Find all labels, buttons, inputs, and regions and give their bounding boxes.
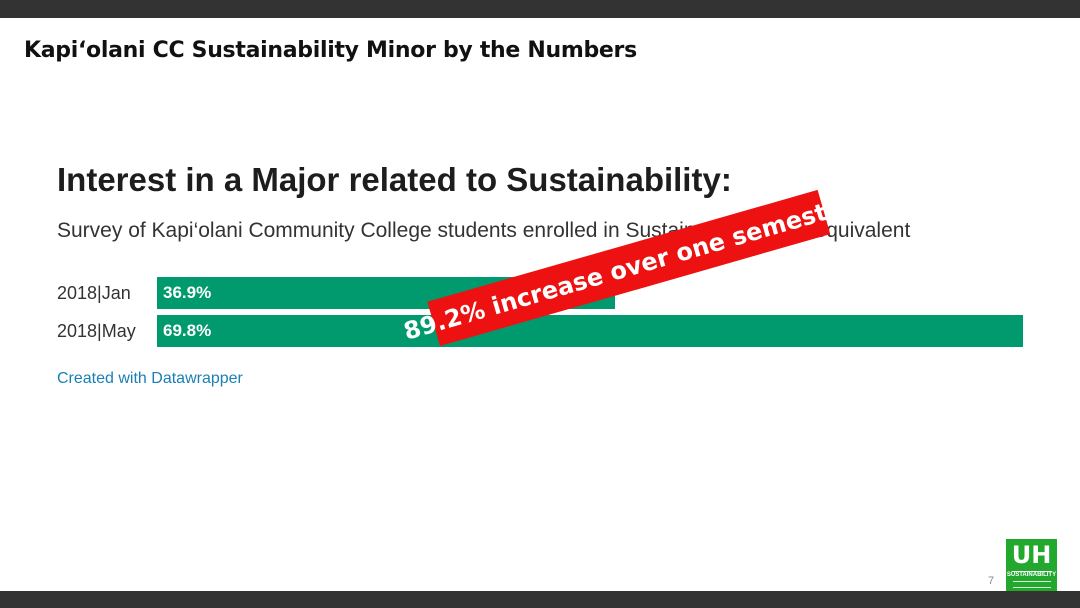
slide-title: Kapi‘olani CC Sustainability Minor by th… [24,38,637,63]
uh-sustainability-logo: UH SUSTAINABILITY [1006,539,1057,591]
logo-divider [1011,571,1052,572]
bar-category-label: 2018|May [57,321,136,341]
bar-category-label: 2018|Jan [57,283,131,303]
logo-decoration [1012,581,1051,588]
page-number: 7 [988,575,995,587]
datawrapper-credit-link[interactable]: Created with Datawrapper [57,370,243,387]
bar: 69.8% [157,315,1023,347]
top-bar [0,0,1080,18]
logo-subtext: SUSTAINABILITY [1006,572,1057,578]
bar-value-label: 69.8% [163,321,212,340]
bottom-bar [0,591,1080,608]
bar-value-label: 36.9% [163,283,212,302]
chart-title: Interest in a Major related to Sustainab… [57,161,732,198]
logo-text: UH [1011,541,1052,569]
